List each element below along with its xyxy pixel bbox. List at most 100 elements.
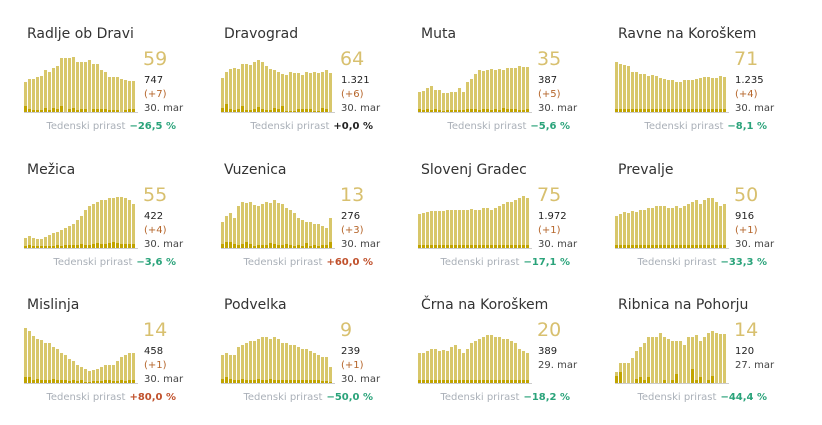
bar[interactable]: [36, 77, 39, 112]
bar[interactable]: [466, 82, 469, 112]
bar[interactable]: [281, 74, 284, 112]
bar[interactable]: [80, 367, 83, 383]
bar[interactable]: [221, 355, 224, 383]
bar[interactable]: [261, 62, 264, 112]
bar[interactable]: [273, 70, 276, 112]
bar[interactable]: [96, 64, 99, 112]
bar[interactable]: [454, 345, 457, 383]
bar[interactable]: [446, 93, 449, 112]
bar-chart[interactable]: [418, 190, 532, 249]
bar[interactable]: [32, 79, 35, 112]
bar[interactable]: [518, 66, 521, 112]
bar[interactable]: [707, 198, 710, 248]
bar[interactable]: [245, 203, 248, 248]
municipality-card[interactable]: Mežica 55 422 (+4) 30. mar Tedenski prir…: [24, 160, 214, 290]
bar[interactable]: [108, 198, 111, 248]
bar[interactable]: [719, 76, 722, 112]
bar[interactable]: [249, 65, 252, 112]
bar-chart[interactable]: [615, 54, 729, 113]
municipality-card[interactable]: Mislinja 14 458 (+1) 30. mar Tedenski pr…: [24, 295, 214, 425]
bar[interactable]: [643, 343, 646, 383]
bar-chart[interactable]: [24, 54, 138, 113]
bar[interactable]: [237, 69, 240, 112]
bar[interactable]: [615, 62, 618, 112]
bar[interactable]: [96, 202, 99, 248]
bar-chart[interactable]: [615, 325, 729, 384]
bar[interactable]: [229, 69, 232, 112]
bar[interactable]: [502, 70, 505, 112]
bar[interactable]: [297, 347, 300, 383]
bar[interactable]: [84, 62, 87, 112]
bar[interactable]: [723, 334, 726, 383]
bar-chart[interactable]: [418, 325, 532, 384]
bar[interactable]: [265, 337, 268, 383]
bar[interactable]: [305, 349, 308, 383]
bar[interactable]: [470, 79, 473, 112]
bar[interactable]: [32, 238, 35, 248]
bar[interactable]: [703, 200, 706, 248]
bar[interactable]: [683, 345, 686, 383]
bar[interactable]: [112, 77, 115, 112]
municipality-card[interactable]: Podvelka 9 239 (+1) 30. mar Tedenski pri…: [221, 295, 411, 425]
bar[interactable]: [679, 82, 682, 112]
bar[interactable]: [454, 210, 457, 248]
bar[interactable]: [40, 76, 43, 112]
bar[interactable]: [28, 236, 31, 248]
bar-chart[interactable]: [24, 325, 138, 384]
bar[interactable]: [647, 337, 650, 383]
bar[interactable]: [221, 222, 224, 248]
bar[interactable]: [32, 336, 35, 383]
bar[interactable]: [518, 349, 521, 383]
bar[interactable]: [426, 351, 429, 383]
bar[interactable]: [84, 210, 87, 248]
bar[interactable]: [663, 206, 666, 248]
bar[interactable]: [265, 202, 268, 248]
bar[interactable]: [647, 76, 650, 112]
bar[interactable]: [695, 335, 698, 383]
bar[interactable]: [442, 211, 445, 248]
bar[interactable]: [249, 202, 252, 248]
bar[interactable]: [76, 62, 79, 112]
bar[interactable]: [651, 337, 654, 383]
bar[interactable]: [273, 337, 276, 383]
municipality-card[interactable]: Dravograd 64 1.321 (+6) 30. mar Tedenski…: [221, 24, 411, 154]
bar[interactable]: [671, 80, 674, 112]
bar[interactable]: [643, 74, 646, 112]
bar[interactable]: [329, 73, 332, 112]
bar[interactable]: [241, 345, 244, 383]
bar[interactable]: [510, 202, 513, 248]
bar[interactable]: [72, 361, 75, 383]
bar[interactable]: [691, 202, 694, 248]
bar[interactable]: [458, 210, 461, 248]
bar[interactable]: [60, 353, 63, 383]
bar[interactable]: [526, 67, 529, 112]
bar[interactable]: [72, 57, 75, 112]
bar[interactable]: [675, 206, 678, 248]
bar[interactable]: [639, 74, 642, 112]
bar[interactable]: [257, 60, 260, 112]
bar[interactable]: [88, 206, 91, 248]
bar[interactable]: [687, 204, 690, 248]
bar[interactable]: [526, 353, 529, 383]
bar[interactable]: [313, 353, 316, 383]
bar[interactable]: [711, 331, 714, 383]
bar[interactable]: [293, 73, 296, 112]
bar[interactable]: [112, 198, 115, 248]
bar[interactable]: [687, 80, 690, 112]
bar[interactable]: [675, 82, 678, 112]
bar[interactable]: [24, 238, 27, 248]
bar[interactable]: [128, 200, 131, 248]
municipality-card[interactable]: Prevalje 50 916 (+1) 30. mar Tedenski pr…: [615, 160, 805, 290]
bar[interactable]: [655, 76, 658, 112]
bar[interactable]: [498, 69, 501, 112]
bar[interactable]: [28, 79, 31, 112]
bar[interactable]: [48, 235, 51, 248]
bar[interactable]: [434, 90, 437, 112]
bar[interactable]: [474, 210, 477, 248]
bar[interactable]: [639, 347, 642, 383]
bar[interactable]: [494, 208, 497, 248]
bar[interactable]: [253, 205, 256, 248]
bar[interactable]: [56, 66, 59, 112]
bar[interactable]: [321, 226, 324, 248]
bar[interactable]: [663, 79, 666, 112]
